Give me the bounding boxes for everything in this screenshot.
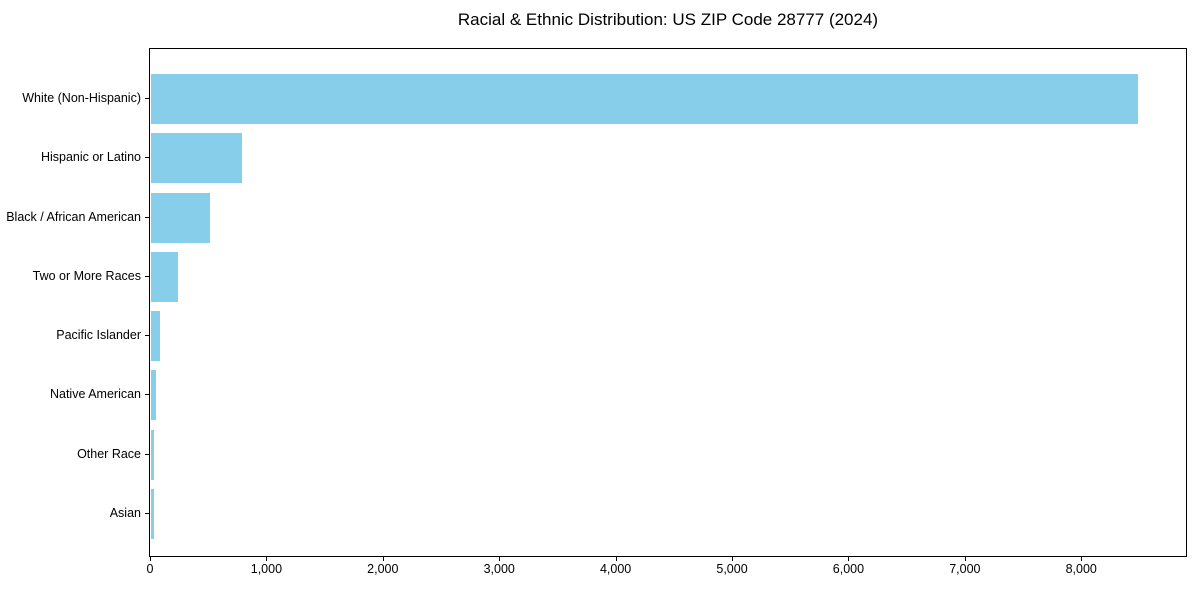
bar-pacific-islander <box>151 311 161 362</box>
bar-native-american <box>151 370 156 421</box>
x-tick-label-3000: 3,000 <box>483 562 515 576</box>
y-tick-label-pacific-islander: Pacific Islander <box>56 328 141 343</box>
x-tick-label-7000: 7,000 <box>949 562 981 576</box>
x-tick-mark <box>732 557 734 561</box>
bar-hispanic-or-latino <box>151 133 242 184</box>
y-tick-mark <box>145 453 149 455</box>
x-tick-mark <box>382 557 384 561</box>
x-tick-label-2000: 2,000 <box>367 562 399 576</box>
y-tick-mark <box>145 513 149 514</box>
x-tick-label-1000: 1,000 <box>250 562 283 576</box>
x-tick-mark <box>1081 557 1083 561</box>
x-tick-label-5000: 5,000 <box>716 562 748 576</box>
y-tick-mark <box>145 275 149 277</box>
bar-asian <box>151 489 154 539</box>
y-tick-label-native-american: Native American <box>49 387 141 402</box>
x-tick-label-4000: 4,000 <box>599 562 632 576</box>
bar-two-or-more-races <box>151 251 179 302</box>
y-tick-mark <box>145 335 149 337</box>
bar-black-african-american <box>151 192 210 243</box>
x-tick-label-6000: 6,000 <box>832 562 865 576</box>
y-tick-label-asian: Asian <box>109 506 141 520</box>
x-tick-mark <box>150 557 151 561</box>
y-tick-mark <box>145 216 149 218</box>
x-tick-mark <box>848 557 850 561</box>
plot-area <box>149 48 1187 557</box>
bar-white-non-hispanic <box>151 74 1139 124</box>
y-tick-label-black-african-american: Black / African American <box>6 209 141 224</box>
y-tick-label-two-or-more-races: Two or More Races <box>32 268 141 283</box>
x-tick-label-8000: 8,000 <box>1065 562 1097 576</box>
y-tick-label-hispanic-or-latino: Hispanic or Latino <box>40 150 141 165</box>
x-tick-mark <box>266 557 268 561</box>
y-tick-label-white-non-hispanic: White (Non-Hispanic) <box>22 91 141 105</box>
x-tick-label-0: 0 <box>146 562 154 576</box>
chart-title: Racial & Ethnic Distribution: US ZIP Cod… <box>457 10 879 29</box>
x-tick-mark <box>499 557 501 561</box>
bar-other-race <box>151 429 155 480</box>
y-tick-label-other-race: Other Race <box>77 446 141 461</box>
y-tick-mark <box>145 394 149 396</box>
y-tick-mark <box>145 98 149 99</box>
x-tick-mark <box>615 557 617 561</box>
x-tick-mark <box>964 557 966 561</box>
y-tick-mark <box>145 157 149 159</box>
